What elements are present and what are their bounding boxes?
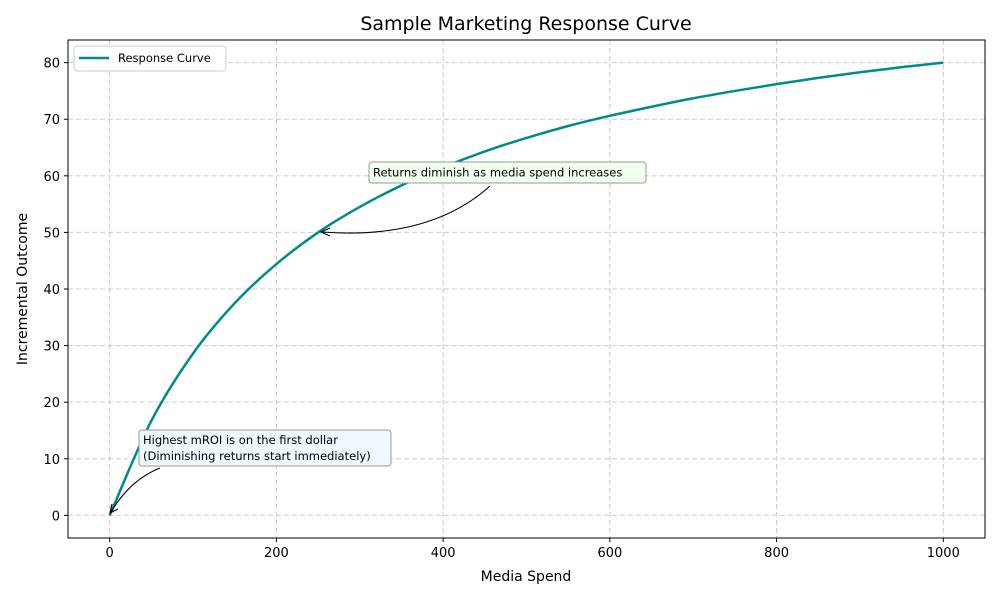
y-tick-label: 60	[43, 170, 60, 185]
annotation-text-line-1: Highest mROI is on the first dollar	[143, 433, 338, 447]
y-tick-label: 40	[43, 283, 60, 298]
x-tick-label: 1000	[927, 546, 960, 561]
annotation-arrow	[110, 467, 161, 513]
x-tick-label: 600	[597, 546, 622, 561]
arrowhead-icon	[109, 503, 119, 515]
x-tick-label: 800	[764, 546, 789, 561]
x-tick-label: 0	[106, 546, 114, 561]
x-tick-label: 200	[264, 546, 289, 561]
plot-frame	[67, 39, 986, 539]
annotation-text-line-2: (Diminishing returns start immediately)	[143, 449, 371, 463]
x-tick-label: 400	[431, 546, 456, 561]
arrowhead-icon	[319, 227, 331, 237]
series-line-response-curve	[108, 61, 944, 516]
y-tick-label: 0	[52, 509, 60, 524]
y-tick-label: 10	[43, 453, 60, 468]
legend-label: Response Curve	[118, 51, 211, 65]
annotation-text: Returns diminish as media spend increase…	[373, 166, 622, 180]
y-tick-label: 20	[43, 396, 60, 411]
y-tick-label: 80	[43, 57, 60, 72]
y-tick-label: 50	[43, 226, 60, 241]
legend: Response Curve	[73, 45, 227, 72]
annotation-first-dollar: Highest mROI is on the first dollar (Dim…	[109, 429, 392, 515]
y-tick-label: 30	[43, 340, 60, 355]
y-axis-label: Incremental Outcome	[15, 213, 31, 365]
x-axis-label: Media Spend	[481, 569, 572, 585]
y-tick-label: 70	[43, 113, 60, 128]
chart-title: Sample Marketing Response Curve	[360, 13, 691, 35]
ticks: 0 200 400 600 800 1000 0 10 20 30 40 50 60 70 80	[43, 57, 959, 561]
annotation-arrow	[321, 185, 491, 234]
annotation-diminishing: Returns diminish as media spend increase…	[319, 161, 647, 237]
